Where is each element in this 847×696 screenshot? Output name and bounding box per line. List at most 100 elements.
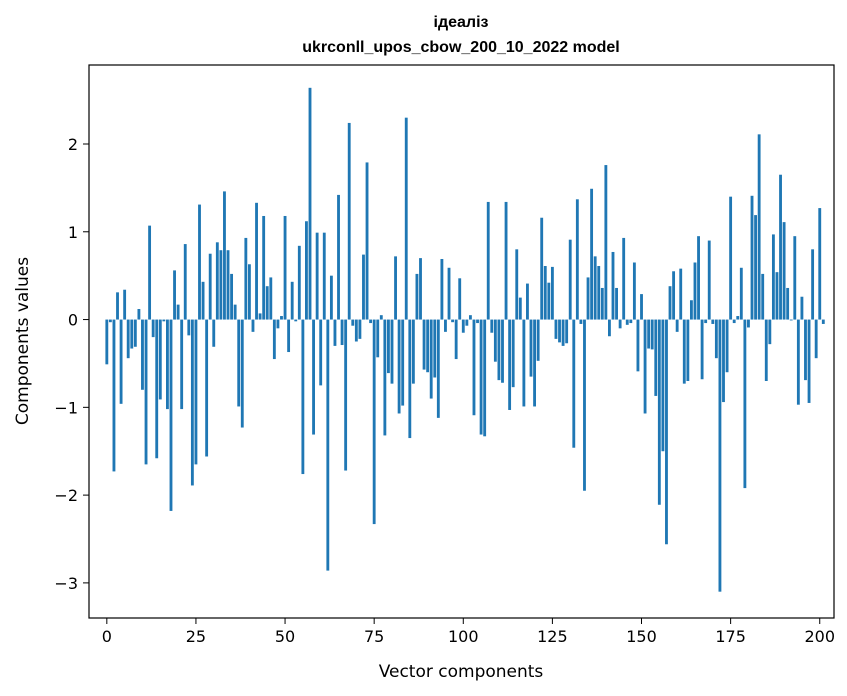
bar-138 bbox=[597, 266, 601, 320]
bar-1 bbox=[108, 319, 112, 323]
bar-42 bbox=[255, 202, 258, 320]
x-tick-label: 100 bbox=[448, 627, 479, 646]
bar-37 bbox=[237, 319, 241, 407]
bar-40 bbox=[247, 264, 251, 320]
bar-3 bbox=[116, 292, 119, 320]
bar-56 bbox=[305, 221, 308, 320]
bar-90 bbox=[426, 319, 430, 373]
bar-93 bbox=[436, 319, 440, 418]
bar-78 bbox=[383, 319, 387, 436]
bar-146 bbox=[625, 319, 629, 325]
bar-18 bbox=[169, 319, 173, 511]
bar-177 bbox=[736, 316, 740, 320]
chart-title-line-1: ідеаліз bbox=[434, 14, 489, 31]
bar-126 bbox=[554, 319, 558, 339]
bar-97 bbox=[451, 319, 455, 323]
bar-27 bbox=[201, 281, 205, 320]
x-axis-label: Vector components bbox=[379, 662, 544, 682]
bar-26 bbox=[198, 204, 201, 320]
bar-71 bbox=[358, 319, 362, 339]
bar-61 bbox=[322, 232, 326, 320]
bar-107 bbox=[486, 201, 490, 320]
bar-133 bbox=[579, 319, 583, 324]
x-tick-label: 125 bbox=[537, 627, 568, 646]
bar-142 bbox=[611, 251, 615, 320]
x-tick-label: 25 bbox=[186, 627, 206, 646]
bar-189 bbox=[779, 174, 782, 320]
bar-176 bbox=[732, 319, 736, 324]
bar-149 bbox=[636, 319, 640, 372]
bar-65 bbox=[337, 194, 340, 320]
bar-123 bbox=[543, 266, 547, 320]
bar-54 bbox=[297, 245, 301, 320]
bar-51 bbox=[287, 319, 291, 353]
bar-121 bbox=[536, 319, 540, 361]
bar-98 bbox=[454, 319, 458, 360]
bar-105 bbox=[479, 319, 483, 435]
bar-159 bbox=[672, 271, 676, 320]
bar-155 bbox=[657, 319, 661, 505]
bar-143 bbox=[615, 287, 618, 320]
bar-87 bbox=[415, 273, 419, 320]
bar-141 bbox=[608, 319, 611, 337]
bar-165 bbox=[693, 262, 697, 320]
bar-186 bbox=[768, 319, 772, 345]
bar-139 bbox=[600, 287, 604, 320]
bar-35 bbox=[230, 273, 234, 320]
bar-119 bbox=[529, 319, 533, 377]
bar-140 bbox=[604, 165, 608, 320]
bar-169 bbox=[707, 240, 711, 320]
bar-166 bbox=[697, 236, 700, 320]
bar-125 bbox=[550, 266, 554, 320]
bar-48 bbox=[276, 319, 280, 329]
plot-frame bbox=[88, 64, 835, 619]
bar-100 bbox=[461, 319, 465, 333]
bar-110 bbox=[497, 319, 501, 381]
bar-34 bbox=[226, 250, 230, 320]
bar-99 bbox=[458, 278, 462, 320]
bar-162 bbox=[682, 319, 686, 384]
bar-172 bbox=[718, 319, 722, 592]
bar-76 bbox=[376, 319, 380, 358]
bar-10 bbox=[141, 319, 144, 390]
bar-0 bbox=[105, 319, 109, 365]
bar-series bbox=[105, 87, 825, 592]
bar-132 bbox=[575, 199, 579, 320]
bar-154 bbox=[654, 319, 658, 396]
bar-92 bbox=[433, 319, 437, 378]
bar-64 bbox=[333, 319, 337, 346]
x-tick-label: 50 bbox=[275, 627, 295, 646]
bar-17 bbox=[166, 319, 169, 410]
bar-182 bbox=[754, 215, 757, 320]
bar-112 bbox=[504, 201, 508, 320]
bar-15 bbox=[158, 319, 162, 400]
bar-180 bbox=[747, 319, 750, 328]
bar-120 bbox=[533, 319, 536, 407]
bar-131 bbox=[572, 319, 576, 448]
bar-190 bbox=[782, 222, 786, 320]
bar-187 bbox=[771, 234, 775, 320]
bar-88 bbox=[419, 258, 422, 320]
bar-62 bbox=[326, 319, 330, 571]
bar-59 bbox=[315, 232, 319, 320]
bar-164 bbox=[689, 300, 693, 320]
bar-79 bbox=[387, 319, 390, 374]
y-axis-ticks: −3 −2 −1 0 1 2 bbox=[54, 135, 89, 593]
bar-96 bbox=[447, 267, 451, 320]
bar-116 bbox=[518, 297, 522, 320]
bar-129 bbox=[565, 319, 569, 344]
bar-58 bbox=[312, 319, 315, 435]
bar-144 bbox=[618, 319, 622, 329]
bar-22 bbox=[183, 244, 187, 320]
bar-30 bbox=[212, 319, 216, 347]
bar-16 bbox=[162, 319, 166, 322]
bar-128 bbox=[561, 319, 565, 346]
bar-114 bbox=[511, 319, 515, 388]
x-axis-ticks: 0 25 50 75 100 125 150 175 200 bbox=[102, 618, 835, 646]
bar-77 bbox=[379, 315, 383, 320]
bar-72 bbox=[362, 254, 365, 320]
bar-36 bbox=[233, 304, 237, 320]
bar-89 bbox=[422, 319, 426, 370]
bar-57 bbox=[308, 87, 312, 320]
